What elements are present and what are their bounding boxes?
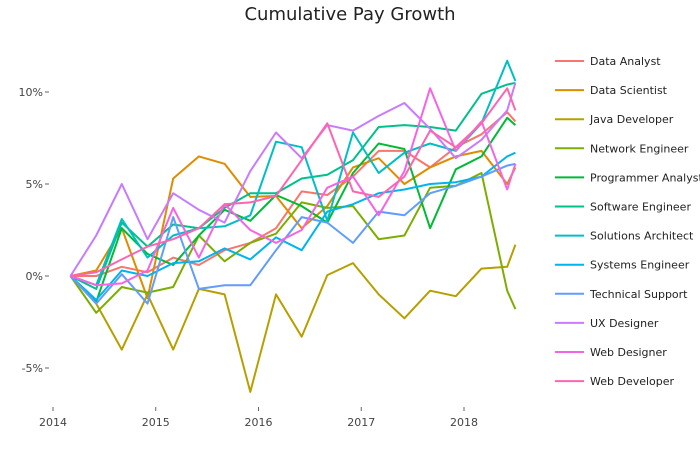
legend-label: Systems Engineer	[590, 259, 690, 272]
series-line-technical-support	[69, 162, 516, 305]
legend-item[interactable]: Solutions Architect	[555, 230, 694, 243]
legend-item[interactable]: Web Developer	[555, 375, 675, 388]
legend-label: Software Engineer	[590, 201, 691, 214]
y-tick-label: 5%	[26, 178, 43, 191]
series-line-programmer-analyst	[69, 116, 517, 303]
series-line-web-designer	[70, 87, 517, 287]
legend-label: Technical Support	[589, 288, 688, 301]
legend-label: Web Developer	[590, 375, 675, 388]
legend-item[interactable]: Data Analyst	[555, 55, 661, 68]
y-tick-label: -5%	[22, 362, 43, 375]
legend-label: Data Analyst	[590, 55, 661, 68]
y-tick-label: 10%	[19, 86, 43, 99]
series-line-web-developer	[70, 87, 517, 277]
x-tick-label: 2017	[347, 416, 375, 429]
legend-item[interactable]: Software Engineer	[555, 201, 691, 214]
legend-label: Web Designer	[590, 346, 667, 359]
legend: Data Analyst Data Scientist Java Developer…	[555, 55, 700, 388]
legend-item[interactable]: Programmer Analyst	[555, 171, 700, 184]
x-tick-label: 2015	[142, 416, 170, 429]
x-axis: 2014 2015 2016 2017 2018	[39, 407, 478, 429]
legend-item[interactable]: Web Designer	[555, 346, 667, 359]
legend-item[interactable]: Technical Support	[555, 288, 688, 301]
x-tick-label: 2016	[245, 416, 273, 429]
legend-label: Data Scientist	[590, 84, 668, 97]
legend-label: Java Developer	[589, 113, 674, 126]
y-tick-label: 0%	[26, 270, 43, 283]
chart-title: Cumulative Pay Growth	[244, 4, 456, 25]
legend-label: Programmer Analyst	[590, 171, 700, 184]
legend-label: Solutions Architect	[590, 230, 694, 243]
legend-label: UX Designer	[590, 317, 659, 330]
plot-lines	[69, 59, 517, 393]
legend-item[interactable]: UX Designer	[555, 317, 659, 330]
x-tick-label: 2014	[39, 416, 67, 429]
legend-label: Network Engineer	[590, 142, 689, 155]
y-axis: -5% 0% 5% 10%	[19, 86, 49, 375]
x-tick-label: 2018	[450, 416, 478, 429]
legend-item[interactable]: Network Engineer	[555, 142, 689, 155]
series-line-ux-designer	[69, 82, 517, 277]
legend-item[interactable]: Data Scientist	[555, 84, 668, 97]
legend-item[interactable]: Systems Engineer	[555, 259, 690, 272]
series-line-java-developer	[69, 244, 517, 393]
series-line-systems-engineer	[69, 151, 516, 301]
legend-item[interactable]: Java Developer	[555, 113, 674, 126]
